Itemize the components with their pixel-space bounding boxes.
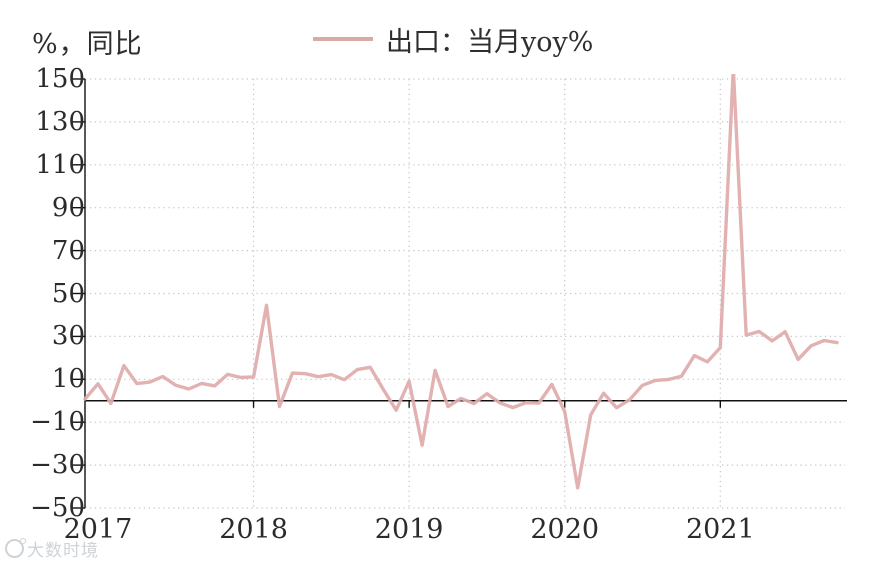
export-yoy-series-line bbox=[83, 74, 839, 490]
legend-line-swatch-icon bbox=[313, 37, 373, 41]
y-tick-label: 90 bbox=[51, 192, 85, 223]
y-tick-label: 50 bbox=[51, 278, 85, 309]
y-tick-label: 150 bbox=[35, 64, 85, 94]
y-tick-label: 10 bbox=[51, 364, 85, 395]
x-year-label: 2017 bbox=[63, 514, 133, 545]
y-tick-label: 30 bbox=[51, 321, 85, 352]
y-tick-label: 110 bbox=[35, 149, 85, 180]
legend: 出口：当月yoy% bbox=[313, 22, 594, 58]
watermark-text: 大数时境 bbox=[27, 541, 99, 561]
watermark-logo-icon bbox=[5, 538, 26, 558]
y-tick-label: −10 bbox=[30, 407, 85, 438]
y-tick-label: 130 bbox=[35, 106, 85, 137]
y-tick-label: −30 bbox=[30, 450, 85, 481]
watermark: 大数时境 bbox=[5, 536, 99, 561]
x-year-label: 2018 bbox=[219, 514, 288, 545]
chart-y-axis-unit-title: %，同比 bbox=[32, 29, 143, 60]
x-year-label: 2019 bbox=[374, 514, 444, 545]
x-year-label: 2021 bbox=[685, 514, 755, 545]
y-tick-label: 70 bbox=[51, 235, 85, 266]
y-tick-label: −50 bbox=[30, 493, 85, 523]
legend-series-label: 出口：当月yoy% bbox=[386, 26, 594, 58]
x-year-label: 2020 bbox=[530, 514, 600, 545]
